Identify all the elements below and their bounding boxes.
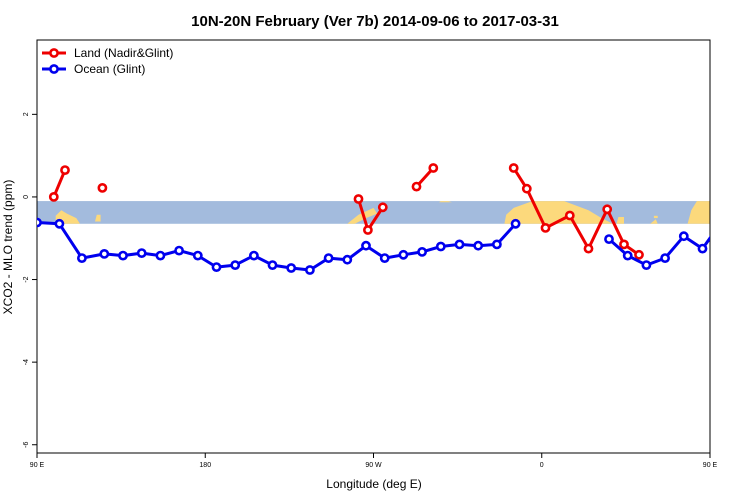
data-point — [48, 191, 59, 202]
data-point — [564, 210, 575, 221]
y-tick-label: -2 — [23, 276, 30, 282]
legend-entry-label: Ocean (Glint) — [74, 62, 145, 76]
y-axis: 2 0 -2 -4 -6 — [23, 112, 37, 448]
legend-entry-label: Land (Nadir&Glint) — [74, 46, 173, 60]
y-tick-label: -6 — [23, 442, 30, 448]
data-point — [660, 253, 670, 263]
data-point — [641, 260, 652, 270]
x-tick-label: 90 W — [365, 462, 382, 469]
data-point — [60, 165, 70, 175]
x-tick-label: 180 — [199, 462, 211, 469]
data-point — [740, 237, 747, 244]
data-point — [77, 253, 87, 263]
x-axis: 90 E 180 90 W 0 90 E — [30, 453, 718, 469]
land-patch — [438, 201, 452, 203]
data-point — [230, 260, 241, 270]
data-point — [118, 250, 128, 261]
data-point — [377, 202, 388, 213]
data-point — [398, 249, 409, 260]
data-point — [473, 240, 484, 251]
plot-frame — [36, 39, 711, 454]
data-point — [362, 225, 373, 235]
data-point — [97, 182, 108, 193]
data-point — [267, 260, 278, 270]
data-point — [718, 219, 725, 226]
data-point — [454, 239, 465, 250]
data-point — [323, 253, 334, 263]
data-point — [174, 245, 184, 256]
chart-title: 10N-20N February (Ver 7b) 2014-09-06 to … — [191, 13, 559, 30]
series-ocean — [37, 217, 743, 275]
data-point — [353, 194, 364, 204]
legend-swatch-marker — [49, 48, 59, 58]
data-point — [342, 254, 353, 265]
data-point — [248, 250, 259, 261]
series-line — [608, 234, 710, 267]
x-tick-label: 90 E — [30, 462, 45, 469]
land-patch — [616, 217, 624, 224]
data-point — [428, 163, 439, 173]
data-point — [211, 262, 222, 272]
y-tick-label: -4 — [23, 359, 30, 365]
data-point — [736, 220, 743, 227]
data-point — [411, 181, 422, 192]
data-point — [37, 217, 42, 228]
data-point — [604, 234, 614, 244]
land-patch — [653, 215, 658, 219]
land-patch — [95, 214, 101, 222]
data-point — [619, 239, 629, 250]
series-land — [48, 163, 750, 260]
land-patch — [729, 217, 738, 224]
x-tick-label: 90 E — [703, 462, 718, 469]
data-point — [697, 243, 708, 254]
data-point — [361, 240, 371, 251]
legend: Land (Nadir&Glint) Ocean (Glint) — [42, 46, 173, 76]
data-point — [508, 163, 519, 173]
data-point — [510, 218, 521, 229]
data-point — [435, 241, 446, 252]
data-point — [192, 250, 203, 261]
series-layer — [37, 163, 750, 275]
data-point — [521, 183, 532, 194]
map-strip — [37, 201, 738, 224]
x-axis-label: Longitude (deg E) — [326, 477, 421, 491]
data-point — [304, 265, 315, 275]
y-tick-label: 2 — [23, 112, 30, 116]
land-patch — [650, 219, 658, 224]
data-point — [286, 263, 297, 273]
data-point — [634, 249, 644, 260]
data-point — [417, 246, 427, 257]
data-point — [678, 231, 689, 242]
land-patch — [687, 201, 710, 224]
data-point — [379, 253, 390, 263]
series-line — [744, 218, 750, 241]
data-point — [583, 243, 594, 254]
data-point — [155, 250, 166, 261]
data-point — [136, 248, 147, 258]
data-point — [602, 204, 613, 215]
data-point — [54, 218, 65, 229]
data-point — [540, 222, 551, 233]
data-point — [622, 250, 633, 261]
land-patch — [504, 201, 613, 224]
x-tick-label: 0 — [540, 462, 544, 469]
y-tick-label: 0 — [23, 195, 30, 199]
data-point — [491, 239, 502, 250]
series-line — [512, 167, 640, 257]
data-point — [99, 248, 110, 259]
legend-swatch-marker — [49, 64, 59, 74]
y-axis-label: XCO2 - MLO trend (ppm) — [1, 180, 15, 315]
